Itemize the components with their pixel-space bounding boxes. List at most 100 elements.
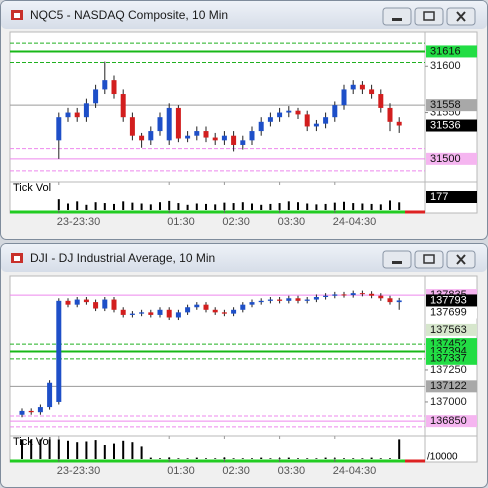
volume-bar bbox=[103, 203, 106, 210]
volume-bar bbox=[76, 201, 79, 210]
volume-label: Tick Vol bbox=[13, 436, 51, 448]
volume-bar bbox=[103, 445, 106, 459]
candle-body bbox=[19, 410, 25, 415]
volume-bar bbox=[94, 202, 97, 210]
candle-body bbox=[166, 107, 172, 141]
volume-bar bbox=[260, 204, 263, 210]
x-tick-label: 24-04:30 bbox=[333, 465, 376, 477]
maximize-button[interactable] bbox=[414, 250, 444, 269]
candle-body bbox=[175, 107, 181, 139]
volume-bar bbox=[122, 201, 125, 210]
volume-bar bbox=[30, 439, 33, 459]
volume-bar bbox=[76, 442, 79, 459]
volume-bar bbox=[21, 439, 23, 459]
chart-window: DJI - DJ Industrial Average, 10 Min 13700… bbox=[0, 243, 488, 488]
volume-bar bbox=[343, 201, 345, 210]
volume-bar bbox=[168, 457, 171, 459]
volume-bar bbox=[333, 202, 336, 210]
volume-bar bbox=[361, 203, 364, 210]
volume-bar bbox=[297, 458, 299, 459]
volume-bar bbox=[352, 203, 355, 210]
candle-body bbox=[396, 300, 402, 303]
y-tick-label: 31600 bbox=[430, 60, 461, 72]
volume-bar bbox=[94, 440, 97, 459]
volume-bar bbox=[186, 204, 189, 210]
last-price-box bbox=[426, 119, 477, 132]
candle-body bbox=[350, 293, 356, 296]
volume-bar bbox=[113, 203, 115, 210]
candle-body bbox=[304, 299, 310, 301]
title-bar bbox=[1, 244, 487, 272]
title-bar bbox=[1, 1, 487, 29]
candle-body bbox=[350, 84, 356, 90]
candle-body bbox=[175, 312, 181, 318]
y-tick-label: 137000 bbox=[430, 396, 467, 408]
candle-body bbox=[277, 112, 283, 118]
volume-bar bbox=[241, 202, 244, 210]
volume-bar bbox=[333, 458, 336, 459]
candle-body bbox=[249, 302, 255, 305]
candle-body bbox=[203, 304, 209, 310]
candle-body bbox=[240, 140, 246, 145]
volume-bar bbox=[370, 203, 373, 210]
volume-bar bbox=[297, 202, 299, 210]
y-tick-label: 137250 bbox=[430, 364, 467, 376]
candle-body bbox=[148, 312, 154, 315]
volume-bar bbox=[159, 458, 161, 459]
volume-bar bbox=[205, 458, 207, 459]
volume-bar bbox=[57, 439, 60, 459]
volume-bar bbox=[67, 440, 69, 459]
candle-body bbox=[323, 295, 329, 297]
candle-body bbox=[231, 309, 237, 314]
candle-body bbox=[129, 313, 135, 315]
candle-body bbox=[332, 294, 338, 296]
volume-axis bbox=[424, 435, 478, 463]
volume-bar bbox=[306, 458, 309, 459]
candle-body bbox=[249, 131, 255, 141]
candle-body bbox=[65, 300, 71, 305]
volume-bar bbox=[361, 458, 364, 459]
volume-bar bbox=[379, 458, 382, 459]
volume-bar bbox=[324, 457, 327, 459]
candle-body bbox=[304, 114, 310, 127]
minimize-button[interactable] bbox=[382, 7, 412, 26]
volume-bar bbox=[343, 458, 345, 459]
volume-bar bbox=[214, 458, 217, 459]
maximize-button[interactable] bbox=[414, 7, 444, 26]
volume-bar bbox=[131, 442, 134, 459]
volume-panel bbox=[9, 181, 426, 214]
candle-body bbox=[129, 117, 135, 136]
volume-bar bbox=[232, 203, 235, 210]
volume-bar bbox=[223, 457, 226, 459]
volume-bar bbox=[177, 458, 180, 459]
level-label: 31500 bbox=[430, 153, 461, 165]
volume-bar bbox=[205, 203, 207, 210]
minimize-glyph bbox=[392, 18, 402, 21]
candle-body bbox=[102, 299, 108, 309]
volume-bar bbox=[195, 203, 198, 210]
x-tick-label: 23-23:30 bbox=[57, 465, 100, 477]
candle-body bbox=[185, 135, 191, 139]
last-price-label: 137793 bbox=[430, 294, 467, 306]
volume-bar bbox=[389, 200, 391, 210]
volume-bar bbox=[223, 202, 226, 210]
x-tick-label: 23-23:30 bbox=[57, 216, 100, 228]
volume-bar bbox=[398, 439, 401, 459]
level-label: 31616 bbox=[430, 45, 461, 57]
candle-body bbox=[221, 312, 227, 314]
candle-body bbox=[194, 131, 200, 136]
close-glyph bbox=[456, 11, 466, 22]
volume-bar bbox=[269, 458, 272, 459]
candle-body bbox=[111, 80, 117, 95]
minimize-button[interactable] bbox=[382, 250, 412, 269]
candle-body bbox=[28, 410, 34, 413]
candle-body bbox=[93, 302, 99, 309]
volume-bar bbox=[113, 443, 115, 459]
level-label-box bbox=[426, 45, 477, 58]
price-panel bbox=[9, 275, 426, 437]
candle-body bbox=[258, 121, 264, 132]
maximize-glyph bbox=[423, 254, 435, 264]
candle-body bbox=[194, 304, 200, 308]
window-title: DJI - DJ Industrial Average, 10 Min bbox=[30, 251, 215, 265]
candle-body bbox=[359, 293, 365, 295]
